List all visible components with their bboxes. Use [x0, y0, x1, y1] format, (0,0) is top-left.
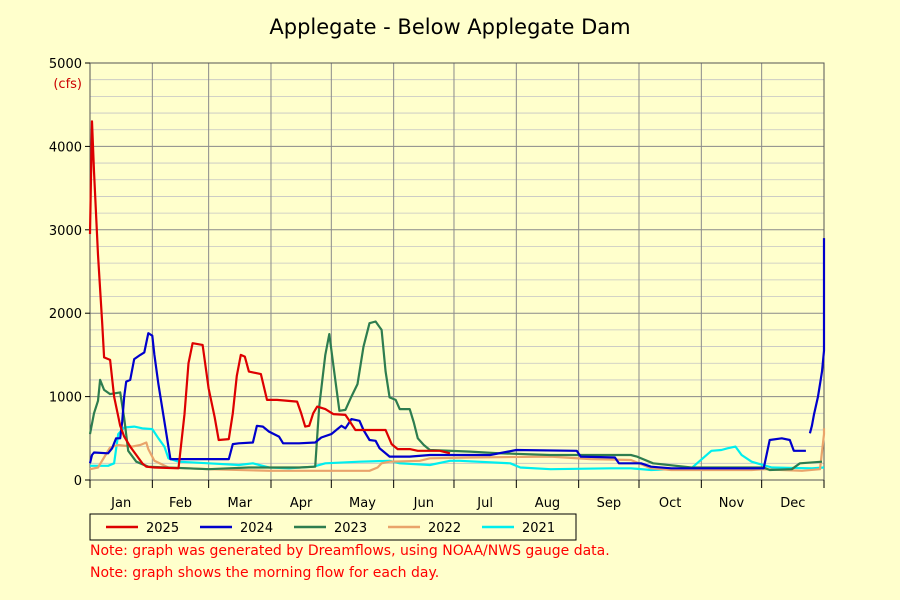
x-axis: Jan Feb Mar Apr May Jun Jul Aug Sep Oct Nov Dec [89, 480, 825, 511]
plot-area [90, 63, 824, 480]
y-tick-label: 4000 [49, 140, 82, 155]
legend-label-2024: 2024 [240, 521, 273, 536]
note-morning-flow: Note: graph shows the morning flow for e… [90, 565, 440, 581]
x-tick-label: Jun [413, 496, 434, 511]
series-line-2024 [88, 332, 806, 470]
y-axis-unit-label: (cfs) [53, 77, 82, 92]
x-tick-label: Sep [597, 496, 622, 511]
plot-background [90, 63, 824, 480]
series-line-2024 [808, 238, 826, 434]
y-tick-label: 3000 [49, 224, 82, 239]
chart-title: Applegate - Below Applegate Dam [269, 15, 630, 39]
x-tick-label: Jul [476, 496, 493, 511]
x-tick-label: Aug [535, 496, 560, 511]
y-tick-label: 2000 [49, 307, 82, 322]
grid-lines [89, 62, 825, 481]
legend-label-2023: 2023 [334, 521, 367, 536]
series-line-2023 [88, 320, 823, 472]
series-group [88, 120, 826, 472]
legend-label-2025: 2025 [146, 521, 179, 536]
x-tick-label: Dec [780, 496, 805, 511]
x-tick-label: Mar [228, 496, 253, 511]
x-tick-label: Nov [719, 496, 745, 511]
series-line-2025 [88, 120, 451, 470]
note-source: Note: graph was generated by Dreamflows,… [90, 543, 610, 559]
legend-label-2022: 2022 [428, 521, 461, 536]
y-axis: 0 1000 2000 3000 4000 5000 [49, 57, 90, 489]
x-tick-label: Feb [169, 496, 192, 511]
y-tick-label: 0 [74, 474, 82, 489]
legend-label-2021: 2021 [522, 521, 555, 536]
x-tick-label: Apr [290, 496, 313, 511]
x-tick-label: Jan [110, 496, 131, 511]
y-tick-label: 1000 [49, 391, 82, 406]
legend: 2025 2024 2023 2022 2021 [89, 513, 577, 541]
y-tick-label: 5000 [49, 57, 82, 72]
x-tick-label: Oct [659, 496, 681, 511]
x-tick-label: May [349, 496, 376, 511]
